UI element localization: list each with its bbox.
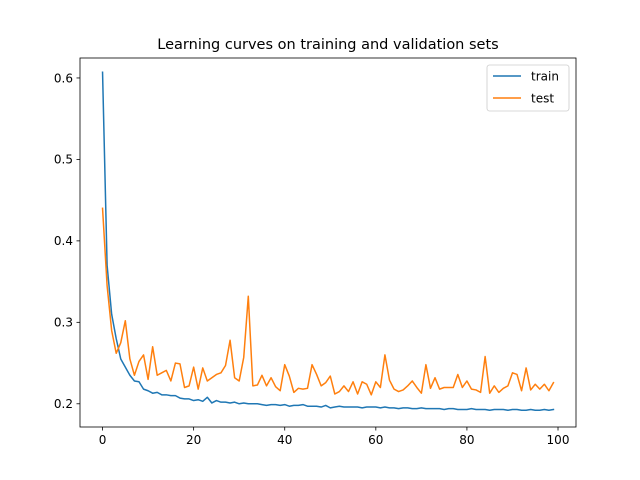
y-tick-label: 0.2	[54, 397, 73, 411]
chart-title: Learning curves on training and validati…	[157, 37, 498, 53]
legend: train test	[486, 64, 570, 112]
x-tick-label: 20	[186, 433, 201, 447]
axes: 0 20 40 60 80 100 0.2 0.3 0.4 0.5 0.6	[54, 57, 577, 447]
series-line-train	[101, 71, 555, 412]
axes-frame	[79, 57, 577, 428]
series-line-test	[101, 207, 555, 396]
y-tick-label: 0.5	[54, 153, 73, 167]
x-tick-label: 0	[99, 433, 107, 447]
x-tick-label: 60	[368, 433, 383, 447]
legend-label-train: train	[531, 69, 559, 83]
x-tick-label: 40	[277, 433, 292, 447]
y-tick-label: 0.6	[54, 71, 73, 85]
y-tick-label: 0.4	[54, 234, 73, 248]
x-tick-label: 100	[547, 433, 570, 447]
y-tick-label: 0.3	[54, 316, 73, 330]
plot-area	[101, 71, 555, 412]
x-tick-label: 80	[459, 433, 474, 447]
legend-label-test: test	[531, 91, 554, 105]
